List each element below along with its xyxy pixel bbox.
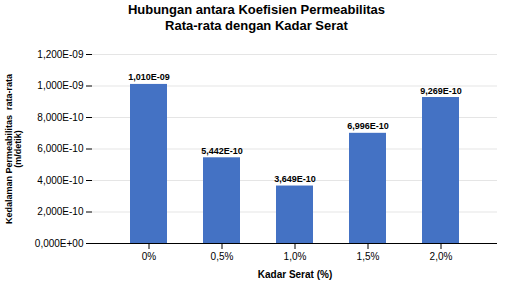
svg-text:1,000E-09: 1,000E-09	[37, 80, 84, 91]
svg-text:1,010E-09: 1,010E-09	[128, 72, 170, 82]
svg-text:2,0%: 2,0%	[430, 251, 453, 262]
svg-text:0%: 0%	[142, 251, 157, 262]
svg-text:5,442E-10: 5,442E-10	[201, 146, 243, 156]
svg-text:6,000E-10: 6,000E-10	[37, 143, 84, 154]
svg-text:4,000E-10: 4,000E-10	[37, 175, 84, 186]
svg-text:0,000E+00: 0,000E+00	[35, 238, 84, 249]
svg-text:1,5%: 1,5%	[357, 251, 380, 262]
svg-text:1,200E-09: 1,200E-09	[37, 49, 84, 60]
svg-text:2,000E-10: 2,000E-10	[37, 206, 84, 217]
svg-text:6,996E-10: 6,996E-10	[347, 121, 389, 131]
svg-text:Kedalaman Permeabilitas rata-: Kedalaman Permeabilitas rata-rata(m/deti…	[4, 73, 23, 224]
svg-text:1,0%: 1,0%	[284, 251, 307, 262]
svg-text:9,269E-10: 9,269E-10	[420, 86, 462, 96]
html-text:Hubungan antara Koefisien Perm: Hubungan antara Koefisien Permeabilitas …	[127, 2, 386, 33]
svg-text:Kadar Serat (%): Kadar Serat (%)	[258, 269, 332, 280]
svg-text:3,649E-10: 3,649E-10	[274, 174, 316, 184]
svg-text:8,000E-10: 8,000E-10	[37, 112, 84, 123]
svg-text:0,5%: 0,5%	[211, 251, 234, 262]
